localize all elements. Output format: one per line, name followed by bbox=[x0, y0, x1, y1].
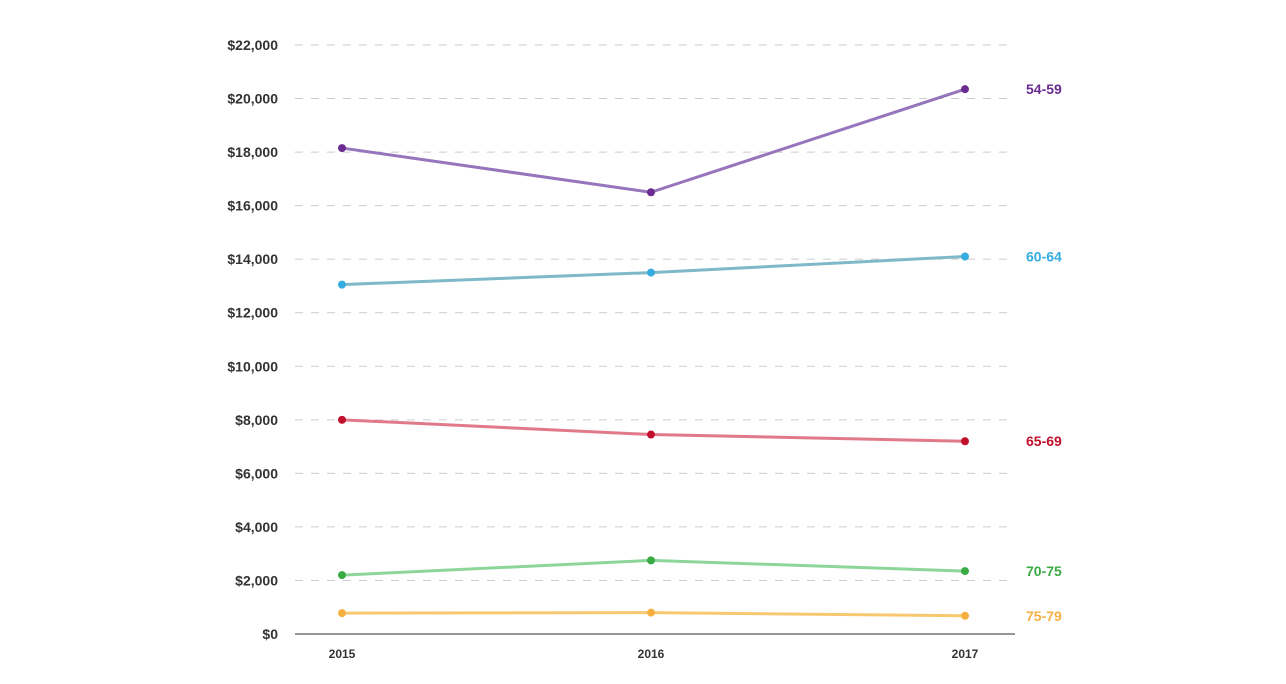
x-tick-label: 2017 bbox=[952, 647, 979, 661]
series-label: 54-59 bbox=[1026, 81, 1062, 97]
series-label: 65-69 bbox=[1026, 433, 1062, 449]
series-line bbox=[340, 418, 967, 443]
data-point bbox=[961, 437, 969, 446]
series-label: 75-79 bbox=[1026, 608, 1062, 624]
data-point bbox=[647, 608, 655, 617]
y-tick-label: $20,000 bbox=[227, 91, 278, 107]
y-tick-label: $10,000 bbox=[227, 358, 278, 374]
data-point bbox=[338, 571, 346, 580]
series-75-79: 75-79 bbox=[338, 608, 1062, 624]
series-65-69: 65-69 bbox=[338, 415, 1062, 449]
data-point bbox=[647, 556, 655, 565]
series-70-75: 70-75 bbox=[338, 556, 1062, 580]
series-54-59: 54-59 bbox=[338, 81, 1062, 197]
data-point bbox=[647, 188, 655, 197]
data-point bbox=[338, 415, 346, 424]
gridlines bbox=[295, 44, 1015, 635]
y-tick-label: $4,000 bbox=[235, 519, 278, 535]
data-point bbox=[647, 268, 655, 277]
y-tick-label: $12,000 bbox=[227, 305, 278, 321]
series-60-64: 60-64 bbox=[338, 249, 1062, 289]
y-tick-label: $18,000 bbox=[227, 144, 278, 160]
x-tick-label: 2016 bbox=[638, 647, 665, 661]
data-point bbox=[961, 611, 969, 620]
x-tick-label: 2015 bbox=[329, 647, 356, 661]
y-tick-label: $8,000 bbox=[235, 412, 278, 428]
data-point bbox=[338, 609, 346, 618]
y-tick-label: $14,000 bbox=[227, 251, 278, 267]
series-label: 60-64 bbox=[1026, 249, 1062, 265]
data-point bbox=[338, 144, 346, 153]
data-point bbox=[647, 430, 655, 439]
y-tick-label: $0 bbox=[262, 626, 278, 642]
y-axis: $0 $2,000 $4,000 $6,000 $8,000 $10,000 $12,000… bbox=[227, 37, 278, 642]
data-point bbox=[338, 280, 346, 289]
data-point bbox=[961, 252, 969, 261]
y-tick-label: $16,000 bbox=[227, 198, 278, 214]
series-line bbox=[340, 87, 967, 194]
y-tick-label: $6,000 bbox=[235, 465, 278, 481]
data-point bbox=[961, 567, 969, 576]
series-lines: 54-59 60-64 65-69 70-75 75-79 bbox=[338, 81, 1062, 624]
data-point bbox=[961, 85, 969, 94]
y-tick-label: $22,000 bbox=[227, 37, 278, 53]
y-tick-label: $2,000 bbox=[235, 572, 278, 588]
series-label: 70-75 bbox=[1026, 563, 1062, 579]
x-axis: 2015 2016 2017 bbox=[329, 647, 979, 661]
